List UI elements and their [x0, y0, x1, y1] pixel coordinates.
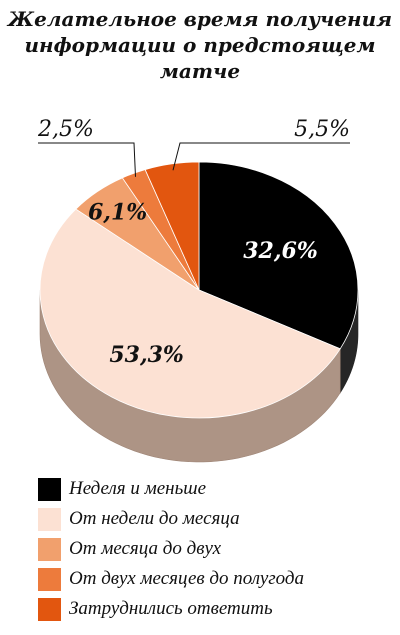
- pie-slice: [198, 161, 359, 350]
- slice-label: 2,5%: [37, 117, 94, 142]
- pie-top-slices: [39, 161, 359, 419]
- legend-item: От недели до месяца: [38, 504, 304, 534]
- callout-leader: [38, 142, 136, 177]
- slice-label: 32,6%: [243, 238, 318, 264]
- legend-swatch: [38, 567, 61, 591]
- slice-label: 5,5%: [294, 117, 350, 142]
- legend-item: Неделя и меньше: [38, 474, 304, 504]
- legend-label: От недели до месяца: [69, 508, 240, 529]
- callout-leader: [172, 142, 350, 171]
- chart-title-line-2: информации о предстоящем: [24, 33, 376, 57]
- legend-swatch: [38, 507, 61, 531]
- chart-title: Желательное время получения информации о…: [0, 6, 400, 84]
- slice-labels: 32,6% 53,3% 6,1% 2,5% 5,5%: [37, 117, 350, 368]
- legend-swatch: [38, 597, 61, 621]
- legend-label: Затруднились ответить: [69, 598, 273, 619]
- slice-label: 6,1%: [88, 199, 147, 225]
- pie-slice: [39, 208, 341, 419]
- chart-title-line-1: Желательное время получения: [7, 7, 393, 31]
- legend-item: От двух месяцев до полугода: [38, 564, 304, 594]
- chart-title-line-3: матче: [159, 59, 241, 83]
- legend-swatch: [38, 537, 61, 561]
- callout-leaders: [38, 142, 350, 177]
- pie-chart: 32,6% 53,3% 6,1% 2,5% 5,5%: [37, 117, 359, 463]
- legend: Неделя и меньше От недели до месяца От м…: [38, 474, 304, 624]
- legend-label: Неделя и меньше: [69, 478, 207, 499]
- slice-label: 53,3%: [109, 342, 184, 368]
- pie-slice: [144, 161, 200, 291]
- legend-item: Затруднились ответить: [38, 594, 304, 624]
- legend-label: От месяца до двух: [69, 538, 222, 559]
- legend-item: От месяца до двух: [38, 534, 304, 564]
- legend-swatch: [38, 477, 61, 501]
- legend-label: От двух месяцев до полугода: [69, 568, 305, 589]
